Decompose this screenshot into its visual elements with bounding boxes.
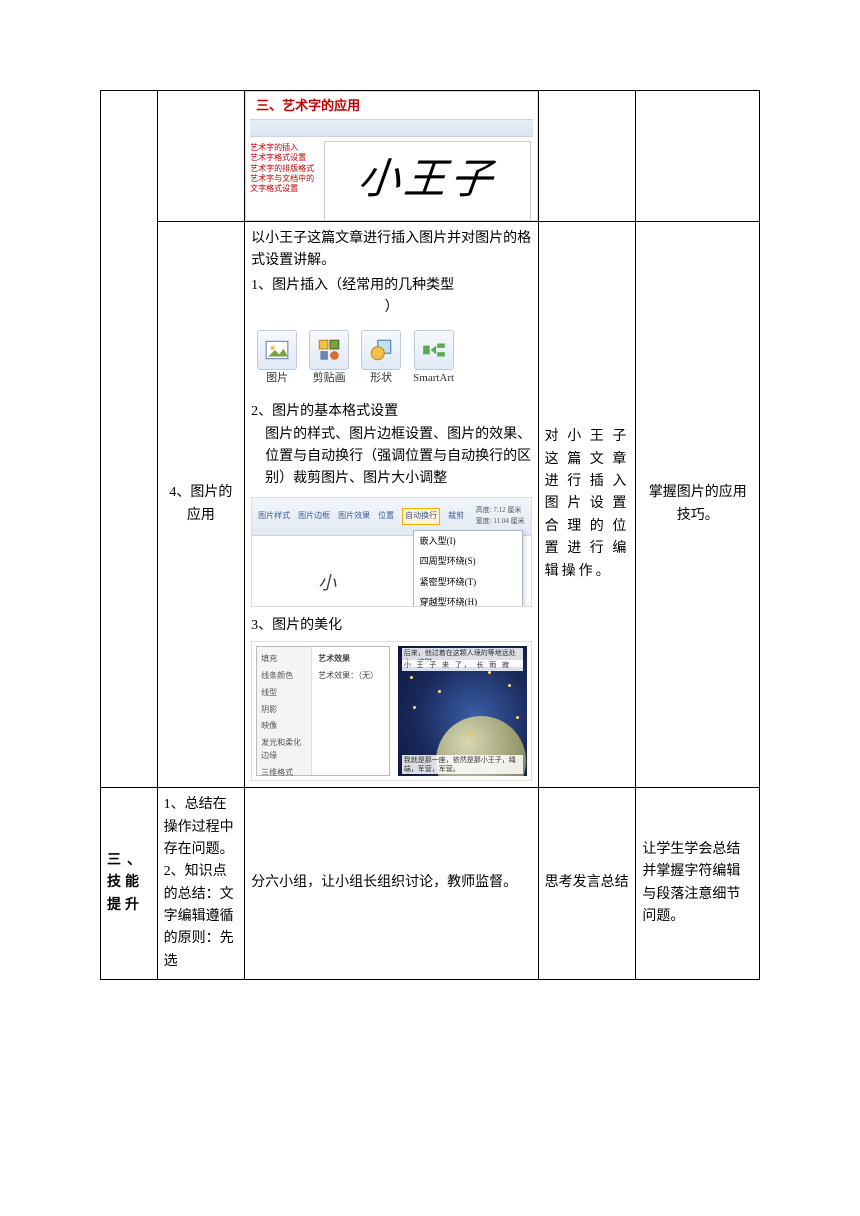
smartart-icon [414, 330, 454, 370]
table-row: 4、图片的应用 以小王子这篇文章进行插入图片并对图片的格式设置讲解。 1、图片插… [101, 222, 760, 788]
document-canvas: 小王子 [324, 141, 530, 221]
activity-text: 思考发言总结 [545, 875, 629, 890]
insert-smartart-button[interactable]: SmartArt [413, 330, 454, 388]
wordart-text: 小王子 [355, 147, 500, 214]
step-cell: 1、总结在操作过程中存在问题。 2、知识点的总结：文字编辑遵循的原则：先选 [157, 788, 245, 980]
beautify-screenshot: 填充 线条颜色 线型 阴影 映像 发光和柔化边缘 三维格式 三维旋转 图片更正 … [251, 641, 531, 781]
clipart-icon [309, 330, 349, 370]
activity-cell [538, 91, 636, 222]
step-cell [157, 91, 245, 222]
phase-cell: 三、 技能提升 [101, 788, 158, 980]
step-text: 1、总结在操作过程中存在问题。 2、知识点的总结：文字编辑遵循的原则：先选 [164, 797, 234, 969]
content-cell: 分六小组，让小组长组织讨论，教师监督。 [245, 788, 538, 980]
insert-picture-button[interactable]: 图片 [257, 330, 297, 388]
screenshot-title: 三、艺术字的应用 [246, 92, 536, 119]
outline-pane: 艺术字的插入 艺术字格式设置 艺术字的排版格式 艺术字与文档中的文字格式设置 [246, 137, 324, 221]
shape-icon [361, 330, 401, 370]
activity-cell: 思考发言总结 [538, 788, 636, 980]
prince-icon: ✶ [465, 723, 478, 749]
intent-cell [636, 91, 760, 222]
insert-clipart-button[interactable]: 剪贴画 [309, 330, 349, 388]
content-subtitle: 3、图片的美化 [251, 615, 531, 637]
content-body: 图片的样式、图片边框设置、图片的效果、位置与自动换行（强调位置与自动换行的区别）… [251, 424, 531, 491]
format-ribbon-screenshot: 图片样式 图片边框 图片效果 位置 自动换行 裁剪 高度: 7.12 厘米 宽度… [251, 497, 531, 607]
intent-cell: 掌握图片的应用技巧。 [636, 222, 760, 788]
table-row: 三、 技能提升 1、总结在操作过程中存在问题。 2、知识点的总结：文字编辑遵循的… [101, 788, 760, 980]
activity-cell: 对小王子这篇文章进行插入图片设置合理的位置进行编辑操作。 [538, 222, 636, 788]
insert-icons-row: 图片 剪贴画 形状 S [251, 320, 531, 394]
content-intro: 以小王子这篇文章进行插入图片并对图片的格式设置讲解。 [251, 228, 531, 273]
intent-text: 掌握图片的应用技巧。 [649, 485, 747, 522]
wrap-dropdown-menu[interactable]: 嵌入型(I) 四周型环绕(S) 紧密型环绕(T) 穿越型环绕(H) 上下型环绕(… [413, 530, 523, 607]
step-label: 4、图片的应用 [169, 485, 232, 522]
content-text: 分六小组，让小组长组织讨论，教师监督。 [251, 875, 517, 890]
dialog-category-list[interactable]: 填充 线条颜色 线型 阴影 映像 发光和柔化边缘 三维格式 三维旋转 图片更正 … [257, 647, 312, 775]
activity-text: 对小王子这篇文章进行插入图片设置合理的位置进行编辑操作。 [545, 429, 630, 578]
step-cell: 4、图片的应用 [157, 222, 245, 788]
intent-text: 让学生学会总结并掌握字符编辑与段落注意细节问题。 [642, 842, 740, 924]
phase-cell [101, 91, 158, 788]
content-subtitle: 2、图片的基本格式设置 [251, 401, 531, 423]
intent-cell: 让学生学会总结并掌握字符编辑与段落注意细节问题。 [636, 788, 760, 980]
format-picture-dialog[interactable]: 填充 线条颜色 线型 阴影 映像 发光和柔化边缘 三维格式 三维旋转 图片更正 … [256, 646, 390, 776]
wordart-screenshot: 三、艺术字的应用 艺术字的插入 艺术字格式设置 艺术字的排版格式 艺术字与文档中… [245, 91, 537, 221]
content-cell: 三、艺术字的应用 艺术字的插入 艺术字格式设置 艺术字的排版格式 艺术字与文档中… [245, 91, 538, 222]
picture-icon [257, 330, 297, 370]
wordart-preview: 小 [318, 569, 336, 598]
dialog-panel: 艺术效果 艺术效果：（无） [312, 647, 389, 775]
wrap-text-button[interactable]: 自动换行 [402, 508, 440, 525]
lesson-plan-table: 三、艺术字的应用 艺术字的插入 艺术字格式设置 艺术字的排版格式 艺术字与文档中… [100, 90, 760, 980]
ribbon-bar [250, 119, 532, 137]
content-cell: 以小王子这篇文章进行插入图片并对图片的格式设置讲解。 1、图片插入（经常用的几种… [245, 222, 538, 788]
insert-shape-button[interactable]: 形状 [361, 330, 401, 388]
table-row: 三、艺术字的应用 艺术字的插入 艺术字格式设置 艺术字的排版格式 艺术字与文档中… [101, 91, 760, 222]
little-prince-image: 后来，他过着在这颗人境的等地远处上。这时一 小 王 子 来 了， 长 雨 寂 ✶… [398, 646, 527, 776]
